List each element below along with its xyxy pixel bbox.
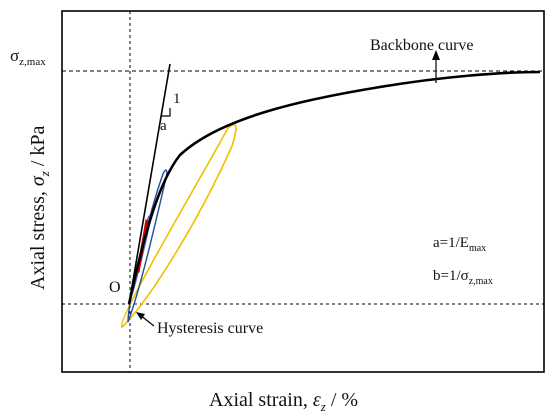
initial-tangent-line xyxy=(128,63,171,305)
y-axis-label: Axial stress, σz / kPa xyxy=(27,125,52,290)
plot-frame xyxy=(61,10,545,373)
slope-rise-label: a xyxy=(160,118,167,134)
backbone-curve-label: Backbone curve xyxy=(370,37,474,54)
backbone-curve xyxy=(127,70,541,305)
x-axis-label: Axial strain, εz / % xyxy=(209,389,358,414)
equation-a: a=1/Emax xyxy=(433,235,486,254)
backbone-arrow-head xyxy=(432,50,440,60)
outer-hysteresis-loop xyxy=(121,123,237,329)
hysteresis-arrow-head xyxy=(136,312,145,320)
sigma-max-label: σz,max xyxy=(10,46,46,68)
equation-b: b=1/σz,max xyxy=(433,268,493,287)
slope-triangle xyxy=(161,108,171,117)
hysteresis-curve-label: Hysteresis curve xyxy=(157,320,263,337)
origin-label: O xyxy=(109,279,121,296)
slope-run-label: 1 xyxy=(173,91,181,107)
